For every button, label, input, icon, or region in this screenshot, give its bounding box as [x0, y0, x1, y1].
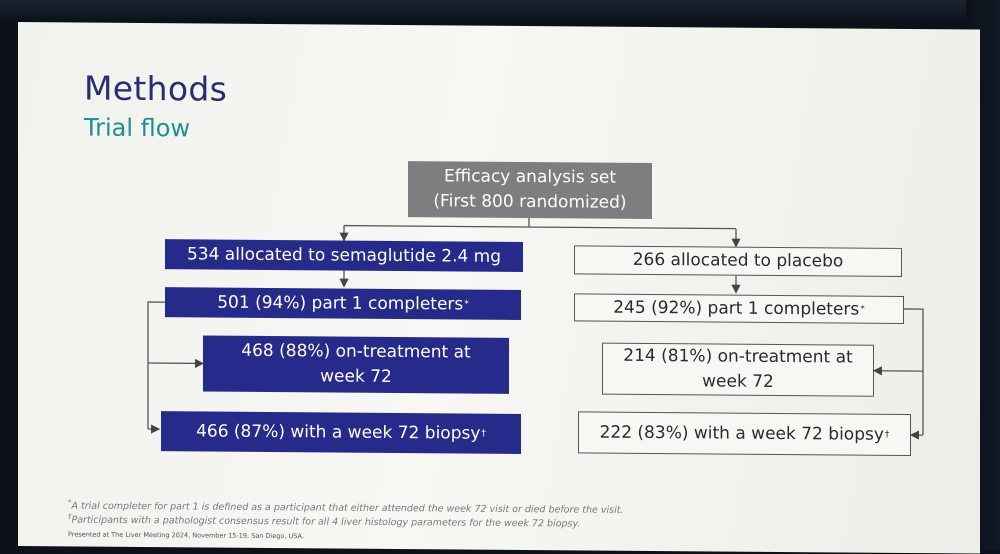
- placebo-completers-box: 245 (92%) part 1 completers*: [574, 293, 904, 324]
- room-background-top: [0, 0, 1000, 22]
- efficacy-analysis-box: Efficacy analysis set (First 800 randomi…: [408, 161, 652, 219]
- efficacy-label-line2: (First 800 randomized): [433, 189, 626, 216]
- split-horizontal: [344, 226, 736, 229]
- placebo-on-treatment-box: 214 (81%) on-treatment at week 72: [602, 343, 874, 397]
- sema-on-treatment-line1: 468 (88%) on-treatment at: [241, 339, 470, 366]
- sema-allocated-box: 534 allocated to semaglutide 2.4 mg: [165, 239, 523, 272]
- sema-bypass-connector: [148, 302, 165, 429]
- placebo-on-treatment-line1: 214 (81%) on-treatment at: [623, 344, 852, 371]
- sema-on-treatment-box: 468 (88%) on-treatment at week 72: [203, 335, 509, 393]
- placebo-allocated-box: 266 allocated to placebo: [574, 245, 902, 277]
- sema-allocated-label: 534 allocated to semaglutide 2.4 mg: [187, 242, 501, 269]
- placebo-allocated-label: 266 allocated to placebo: [633, 248, 844, 275]
- sema-completers-label: 501 (94%) part 1 completers: [217, 290, 463, 317]
- placebo-biopsy-label: 222 (83%) with a week 72 biopsy: [600, 420, 884, 447]
- placebo-completers-label: 245 (92%) part 1 completers: [613, 295, 859, 322]
- placebo-on-treatment-line2: week 72: [702, 369, 774, 395]
- presentation-slide: Methods Trial flow Efficacy analysis set…: [18, 22, 980, 554]
- sema-on-treatment-line2: week 72: [320, 364, 392, 390]
- sema-biopsy-label: 466 (87%) with a week 72 biopsy: [196, 419, 480, 446]
- flow-connectors: [18, 22, 980, 554]
- placebo-biopsy-box: 222 (83%) with a week 72 biopsy†: [578, 411, 911, 456]
- sema-completers-box: 501 (94%) part 1 completers*: [165, 287, 521, 320]
- efficacy-label-line1: Efficacy analysis set: [444, 164, 616, 190]
- sema-biopsy-box: 466 (87%) with a week 72 biopsy†: [161, 411, 521, 454]
